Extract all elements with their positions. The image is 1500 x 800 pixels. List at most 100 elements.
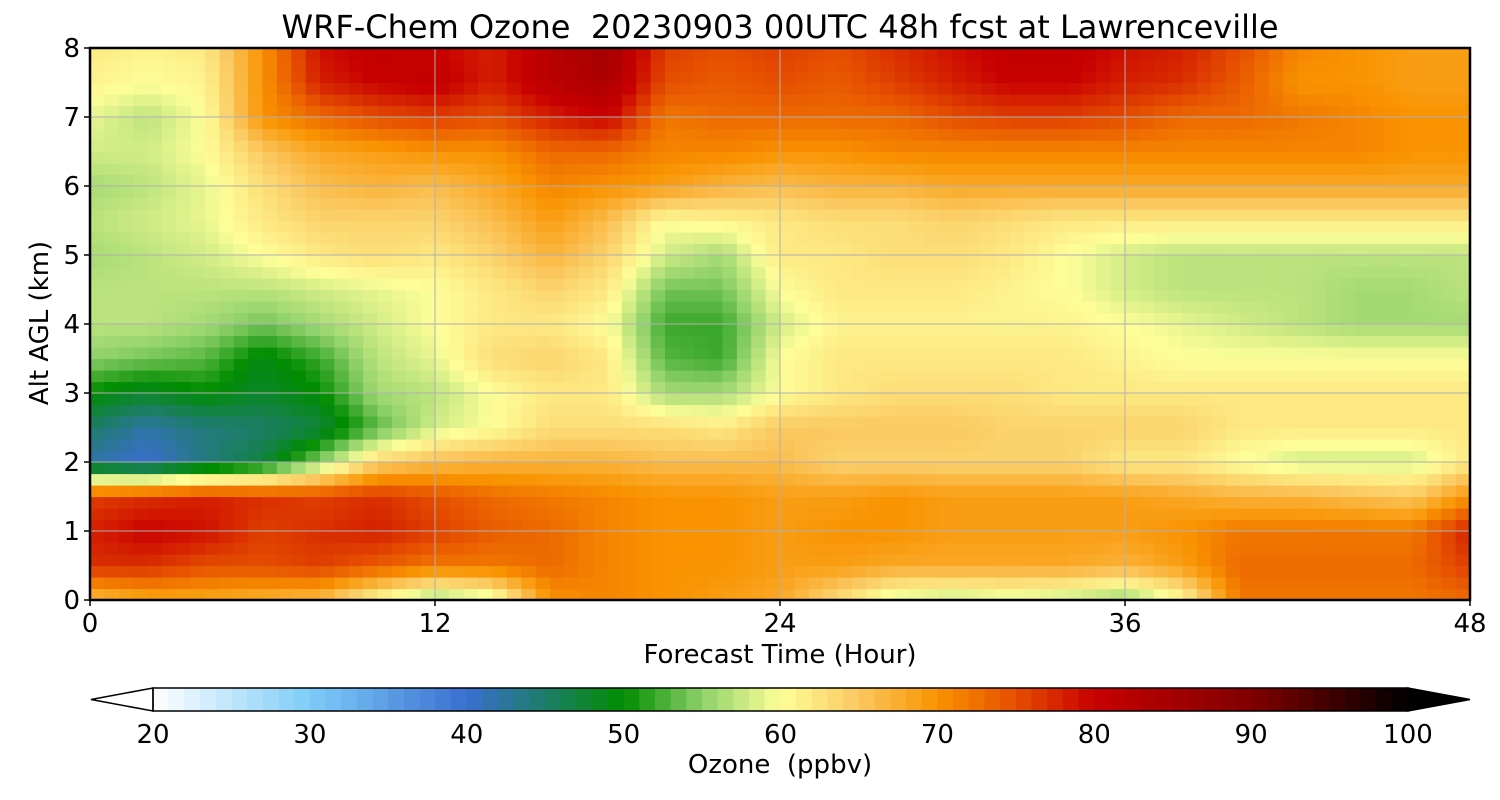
heatmap-cell: [780, 243, 795, 256]
heatmap-cell: [564, 151, 580, 164]
heatmap-cell: [535, 496, 551, 509]
heatmap-cell: [765, 289, 781, 302]
heatmap-cell: [851, 335, 867, 348]
heatmap-cell: [1283, 565, 1299, 578]
heatmap-cell: [118, 347, 134, 360]
heatmap-cell: [794, 519, 810, 532]
heatmap-cell: [722, 312, 738, 325]
heatmap-cell: [708, 117, 724, 130]
heatmap-cell: [219, 427, 235, 440]
heatmap-cell: [492, 140, 508, 153]
heatmap-cell: [1311, 82, 1327, 95]
heatmap-cell: [895, 48, 910, 61]
heatmap-cell: [679, 255, 695, 268]
heatmap-cell: [262, 71, 278, 84]
heatmap-cell: [391, 151, 407, 164]
heatmap-cell: [636, 588, 652, 600]
heatmap-cell: [1369, 404, 1385, 417]
heatmap-cell: [966, 151, 982, 164]
heatmap-cell: [320, 278, 335, 291]
heatmap-cell: [952, 370, 968, 383]
heatmap-cell: [837, 163, 853, 176]
heatmap-cell: [1283, 59, 1299, 72]
heatmap-cell: [880, 473, 896, 486]
heatmap-cell: [1283, 393, 1299, 406]
heatmap-cell: [593, 209, 609, 222]
heatmap-cell: [736, 485, 752, 498]
heatmap-cell: [722, 82, 738, 95]
heatmap-cell: [866, 416, 882, 429]
heatmap-cell: [923, 554, 939, 567]
heatmap-cell: [550, 542, 565, 555]
heatmap-cell: [1254, 531, 1270, 544]
heatmap-cell: [420, 542, 436, 555]
heatmap-cell: [391, 370, 407, 383]
heatmap-cell: [1196, 59, 1212, 72]
heatmap-cell: [420, 565, 436, 578]
heatmap-cell: [104, 59, 120, 72]
heatmap-cell: [377, 59, 393, 72]
heatmap-cell: [506, 542, 522, 555]
heatmap-cell: [1297, 485, 1313, 498]
heatmap-cell: [895, 577, 910, 590]
heatmap-cell: [1168, 278, 1184, 291]
heatmap-cell: [550, 174, 565, 187]
heatmap-cell: [650, 450, 666, 463]
heatmap-cell: [190, 128, 206, 141]
heatmap-cell: [708, 174, 724, 187]
heatmap-cell: [966, 209, 982, 222]
heatmap-cell: [406, 128, 422, 141]
heatmap-cell: [90, 393, 105, 406]
heatmap-cell: [449, 94, 465, 107]
heatmap-cell: [276, 335, 292, 348]
heatmap-cell: [205, 105, 220, 118]
heatmap-cell: [808, 105, 824, 118]
heatmap-cell: [765, 94, 781, 107]
heatmap-cell: [1326, 542, 1342, 555]
heatmap-cell: [406, 473, 422, 486]
heatmap-cell: [90, 243, 105, 256]
colorbar-segment: [372, 688, 389, 711]
heatmap-cell: [837, 542, 853, 555]
heatmap-cell: [1081, 151, 1097, 164]
heatmap-cell: [435, 163, 450, 176]
heatmap-cell: [506, 404, 522, 417]
heatmap-cell: [420, 531, 436, 544]
heatmap-cell: [348, 508, 364, 521]
heatmap-cell: [262, 140, 278, 153]
heatmap-cell: [118, 393, 134, 406]
heatmap-cell: [478, 312, 494, 325]
heatmap-cell: [1297, 393, 1313, 406]
heatmap-cell: [118, 496, 134, 509]
heatmap-cell: [1297, 209, 1313, 222]
heatmap-cell: [1283, 577, 1299, 590]
heatmap-cell: [1297, 531, 1313, 544]
heatmap-cell: [377, 588, 393, 600]
heatmap-cell: [1024, 48, 1040, 61]
heatmap-cell: [506, 531, 522, 544]
heatmap-cell: [133, 542, 149, 555]
heatmap-cell: [1125, 301, 1140, 314]
heatmap-cell: [1412, 554, 1428, 567]
heatmap-cell: [1426, 450, 1442, 463]
heatmap-cell: [420, 163, 436, 176]
heatmap-cell: [391, 588, 407, 600]
heatmap-cell: [866, 312, 882, 325]
heatmap-cell: [1024, 439, 1040, 452]
heatmap-cell: [233, 266, 249, 279]
heatmap-cell: [463, 508, 479, 521]
heatmap-cell: [1153, 427, 1169, 440]
heatmap-cell: [909, 450, 925, 463]
heatmap-cell: [751, 381, 767, 394]
heatmap-cell: [1240, 519, 1255, 532]
heatmap-cell: [866, 554, 882, 567]
heatmap-cell: [320, 347, 335, 360]
heatmap-cell: [1297, 519, 1313, 532]
heatmap-cell: [320, 186, 335, 199]
heatmap-cell: [291, 209, 307, 222]
heatmap-cell: [866, 427, 882, 440]
heatmap-cell: [118, 473, 134, 486]
heatmap-cell: [1383, 404, 1399, 417]
heatmap-cell: [693, 128, 709, 141]
heatmap-cell: [765, 197, 781, 210]
